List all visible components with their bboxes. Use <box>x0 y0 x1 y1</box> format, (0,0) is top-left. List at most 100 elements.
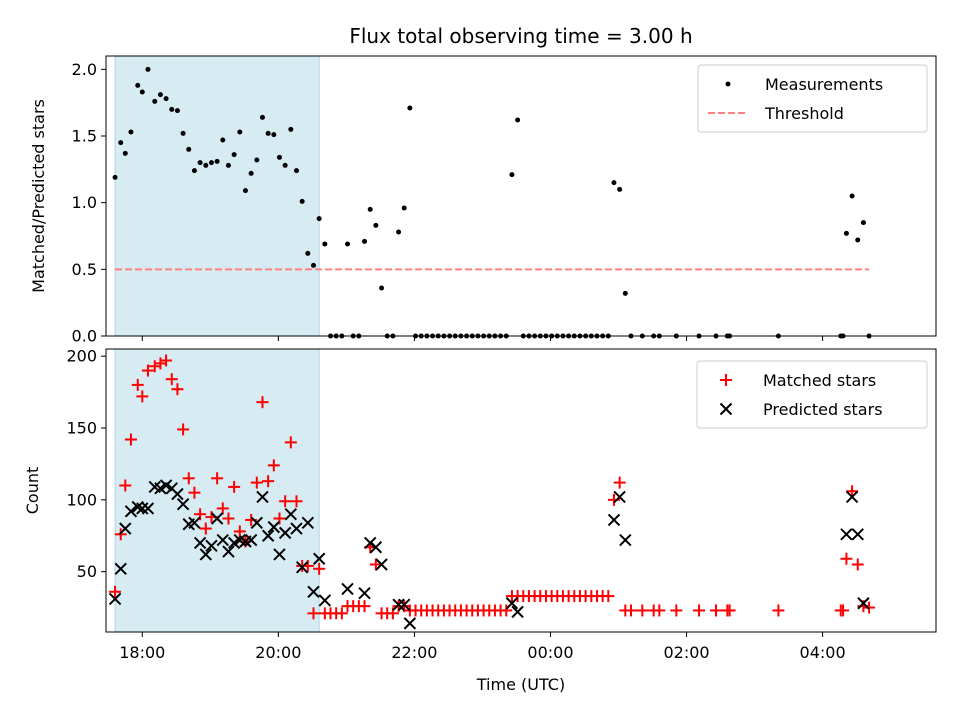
matched-point-44 <box>358 600 371 613</box>
measurement-point-71 <box>515 117 521 123</box>
matched-point-7 <box>148 360 161 373</box>
measurement-point-105 <box>855 237 861 243</box>
matched-point-3 <box>124 433 137 446</box>
predicted-point-28 <box>267 520 281 534</box>
measurement-point-27 <box>265 130 271 136</box>
matched-point-69 <box>500 604 513 617</box>
matched-point-102 <box>837 604 850 617</box>
matched-point-35 <box>307 607 320 620</box>
measurement-point-15 <box>197 160 203 166</box>
predicted-point-38 <box>341 582 354 596</box>
matched-point-19 <box>216 502 229 515</box>
matched-point-25 <box>250 476 263 489</box>
legend-label-measurements: Measurements <box>765 75 883 94</box>
predicted-point-35 <box>307 585 320 598</box>
measurement-point-106 <box>860 220 866 226</box>
measurement-point-16 <box>203 162 209 168</box>
measurement-point-36 <box>316 216 322 222</box>
x-tick-label-0: 18:00 <box>119 643 165 662</box>
matched-point-103 <box>840 552 853 565</box>
predicted-point-48 <box>607 513 621 527</box>
legend-marker-predicted <box>719 402 733 416</box>
matched-point-16 <box>199 522 212 535</box>
matched-point-10 <box>165 373 178 386</box>
matched-point-0 <box>109 585 122 598</box>
matched-point-87 <box>602 590 615 603</box>
y-ticks-top: 0.0 0.5 1.0 1.5 2.0 <box>72 60 106 346</box>
matched-point-105 <box>851 558 864 571</box>
measurement-point-32 <box>293 168 299 174</box>
matched-point-2 <box>119 479 132 492</box>
measurement-point-20 <box>225 162 231 168</box>
measurement-point-2 <box>122 150 128 156</box>
predicted-point-0 <box>108 592 122 606</box>
predicted-point-36 <box>312 552 326 565</box>
legend-cross-glyph <box>719 402 733 416</box>
matched-point-40 <box>335 607 348 620</box>
predicted-point-11 <box>171 487 184 501</box>
predicted-point-44 <box>398 598 411 611</box>
measurement-point-31 <box>288 126 294 132</box>
y-tick-label-3: 1.5 <box>72 127 97 146</box>
predicted-point-24 <box>244 533 258 547</box>
measurement-point-26 <box>259 114 265 120</box>
matched-point-21 <box>228 480 241 493</box>
legend-top: Measurements Threshold <box>697 64 928 133</box>
predicted-point-49 <box>613 490 626 504</box>
measurement-point-88 <box>611 180 617 186</box>
predicted-point-18 <box>210 512 224 525</box>
predicted-point-26 <box>256 490 269 504</box>
legend-label-predicted: Predicted stars <box>763 400 883 419</box>
matched-point-12 <box>177 423 190 436</box>
predicted-point-25 <box>250 516 264 530</box>
shaded-interval-top <box>114 55 320 337</box>
panel-top-frame <box>105 55 937 337</box>
y-tick-label-1: 100 <box>66 490 97 509</box>
measurement-point-35 <box>311 262 316 268</box>
matched-point-20 <box>222 512 235 525</box>
predicted-point-43 <box>392 598 405 611</box>
measurement-point-24 <box>248 170 254 176</box>
y-axis-label-bottom: Count <box>23 467 42 515</box>
predicted-point-14 <box>188 516 201 530</box>
measurement-point-10 <box>169 106 175 112</box>
measurement-point-4 <box>135 82 141 88</box>
legend-bottom: Matched stars Predicted stars <box>696 360 928 429</box>
predicted-point-20 <box>222 545 235 558</box>
matched-point-99 <box>723 604 736 617</box>
predicted-point-17 <box>205 539 218 553</box>
predicted-point-15 <box>193 536 207 550</box>
predicted-point-12 <box>176 497 190 511</box>
predicted-point-46 <box>505 597 519 610</box>
measurement-point-103 <box>843 230 849 236</box>
matched-point-8 <box>154 357 167 370</box>
y-tick-label-3: 200 <box>66 347 97 366</box>
measurement-point-13 <box>186 146 192 152</box>
measurement-point-45 <box>367 206 373 212</box>
predicted-point-37 <box>318 594 332 607</box>
matched-point-95 <box>670 604 683 617</box>
matched-point-91 <box>624 604 637 617</box>
measurement-point-6 <box>145 66 151 72</box>
matched-point-31 <box>284 436 297 449</box>
matched-point-22 <box>233 525 246 538</box>
y-tick-label-0: 0.0 <box>72 327 97 346</box>
predicted-point-45 <box>403 617 417 630</box>
y-axis-label-top: Matched/Predicted stars <box>29 99 48 293</box>
predicted-point-19 <box>216 533 229 547</box>
legend-label-matched: Matched stars <box>763 371 876 390</box>
measurement-point-25 <box>254 157 260 163</box>
matched-point-97 <box>710 604 723 617</box>
matched-point-32 <box>290 495 303 508</box>
legend-box-bottom <box>696 360 928 429</box>
x-axis-label: Time (UTC) <box>476 675 565 694</box>
measurement-point-33 <box>299 198 305 204</box>
measurement-point-22 <box>237 129 243 135</box>
measurement-points <box>112 66 872 339</box>
measurement-point-23 <box>242 188 248 194</box>
legend-plus-glyph <box>720 374 732 386</box>
measurement-point-90 <box>622 290 628 296</box>
measurement-point-37 <box>322 241 328 247</box>
measurement-point-17 <box>208 160 214 166</box>
measurement-point-89 <box>617 186 623 192</box>
